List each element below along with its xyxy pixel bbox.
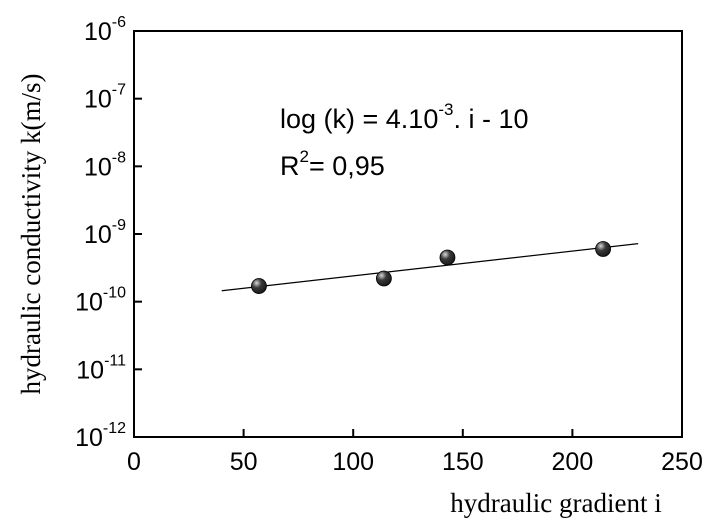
- y-axis-title: hydraulic conductivity k(m/s): [16, 74, 46, 395]
- data-point: [439, 249, 456, 266]
- x-tick-label: 200: [552, 448, 594, 476]
- data-points: [251, 241, 611, 294]
- data-point: [251, 278, 267, 294]
- x-tick-label: 250: [661, 448, 703, 476]
- x-axis: 0 50 100 150 200 250: [127, 429, 703, 476]
- y-axis: 10-12 10-11 10-10 10-9 10-8 10-7 10-6: [75, 14, 142, 452]
- data-point: [375, 270, 392, 287]
- y-tick-label: 10-10: [75, 285, 126, 317]
- r-squared-annotation: R2= 0,95: [280, 147, 385, 181]
- x-tick-label: 0: [127, 448, 141, 476]
- x-tick-label: 100: [332, 448, 374, 476]
- y-tick-label: 10-7: [84, 82, 126, 114]
- x-tick-label: 150: [442, 448, 484, 476]
- fit-line: [221, 243, 639, 292]
- x-axis-title: hydraulic gradient i: [450, 488, 661, 518]
- data-point: [595, 241, 611, 257]
- plot-frame: [133, 30, 683, 438]
- equation-annotation: log (k) = 4.10-3. i - 10: [280, 100, 529, 134]
- y-tick-label: 10-8: [84, 149, 126, 181]
- y-tick-label: 10-12: [75, 420, 126, 452]
- x-tick-label: 50: [230, 448, 258, 476]
- y-tick-label: 10-6: [84, 14, 126, 46]
- y-tick-label: 10-11: [76, 352, 126, 384]
- fit-line-group: [221, 243, 639, 292]
- y-tick-label: 10-9: [84, 217, 126, 249]
